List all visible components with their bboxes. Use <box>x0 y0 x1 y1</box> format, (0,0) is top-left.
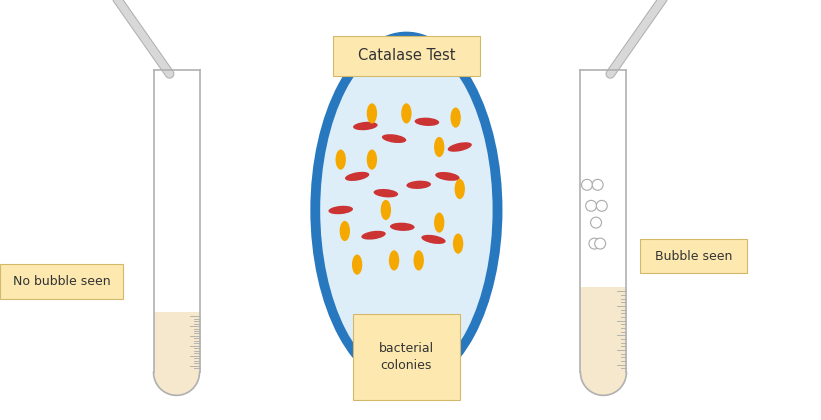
Ellipse shape <box>401 103 411 123</box>
Ellipse shape <box>434 137 444 157</box>
Ellipse shape <box>382 134 406 143</box>
Ellipse shape <box>154 349 200 395</box>
Ellipse shape <box>451 108 461 128</box>
Circle shape <box>596 200 608 211</box>
Ellipse shape <box>453 234 463 254</box>
Ellipse shape <box>352 255 362 275</box>
Text: Bubble seen: Bubble seen <box>655 250 732 262</box>
Ellipse shape <box>406 181 431 189</box>
Ellipse shape <box>310 32 502 389</box>
Ellipse shape <box>320 42 493 378</box>
Circle shape <box>592 179 603 190</box>
FancyBboxPatch shape <box>0 264 123 299</box>
Ellipse shape <box>455 179 465 199</box>
Ellipse shape <box>367 103 377 123</box>
Circle shape <box>585 200 597 211</box>
Circle shape <box>590 217 602 228</box>
FancyBboxPatch shape <box>353 314 460 400</box>
Text: Catalase Test: Catalase Test <box>358 48 455 63</box>
Ellipse shape <box>340 221 350 241</box>
Ellipse shape <box>328 206 353 214</box>
Circle shape <box>594 238 606 249</box>
Ellipse shape <box>345 172 369 181</box>
Bar <box>154 312 200 373</box>
Circle shape <box>581 179 593 190</box>
Bar <box>580 70 626 287</box>
Ellipse shape <box>435 172 460 181</box>
Ellipse shape <box>367 150 377 170</box>
Ellipse shape <box>353 122 378 130</box>
Ellipse shape <box>389 250 399 270</box>
Ellipse shape <box>447 142 472 152</box>
Ellipse shape <box>415 118 439 126</box>
Bar <box>154 70 200 312</box>
FancyBboxPatch shape <box>640 239 747 273</box>
Ellipse shape <box>374 189 398 197</box>
Ellipse shape <box>390 223 415 231</box>
FancyBboxPatch shape <box>333 36 480 76</box>
Ellipse shape <box>361 231 386 240</box>
Ellipse shape <box>421 235 446 244</box>
Text: No bubble seen: No bubble seen <box>13 275 110 288</box>
Ellipse shape <box>336 150 346 170</box>
Ellipse shape <box>381 200 391 220</box>
Text: bacterial
colonies: bacterial colonies <box>378 342 434 372</box>
Circle shape <box>589 238 600 249</box>
Bar <box>580 287 626 373</box>
Ellipse shape <box>580 349 626 395</box>
Ellipse shape <box>414 250 424 270</box>
Ellipse shape <box>434 213 444 233</box>
